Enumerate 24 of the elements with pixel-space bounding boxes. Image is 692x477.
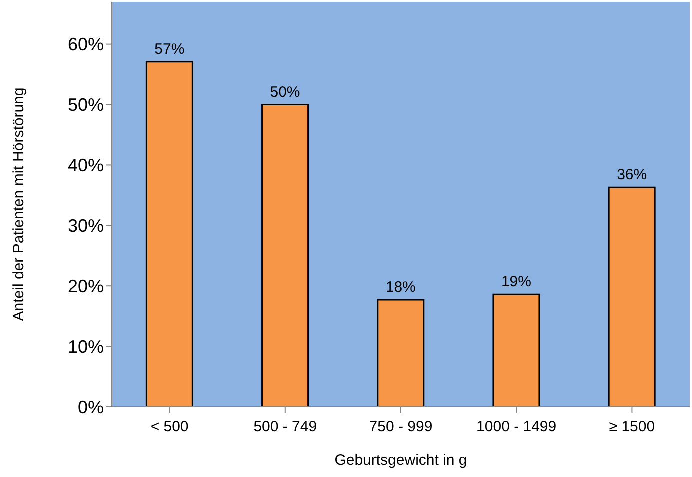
y-tick-label: 20% — [68, 276, 104, 296]
bar — [608, 186, 656, 407]
y-tick-label: 30% — [68, 216, 104, 236]
x-tick-label: 1000 - 1499 — [476, 418, 557, 436]
y-tick-label: 0% — [78, 397, 104, 418]
data-label: 19% — [501, 274, 532, 291]
x-tick-label: 750 - 999 — [369, 418, 433, 436]
x-tick-label: < 500 — [150, 418, 189, 436]
y-tick-label: 10% — [68, 336, 104, 357]
data-label: 18% — [386, 279, 416, 296]
y-tick-label: 40% — [68, 156, 104, 176]
y-axis-title: Anteil der Patienten mit Hörstörung — [10, 88, 28, 322]
y-tick-label: 60% — [68, 34, 104, 55]
bar — [377, 299, 425, 407]
data-label: 36% — [617, 166, 648, 184]
x-tick-label: 500 - 749 — [254, 418, 318, 436]
x-axis-title: Geburtsgewicht in g — [334, 452, 468, 469]
x-tick-label: ≥ 1500 — [609, 418, 656, 436]
y-tick-label: 50% — [68, 95, 104, 116]
bar — [146, 61, 194, 407]
data-label: 50% — [270, 84, 300, 101]
bar — [492, 294, 540, 407]
bar — [262, 104, 310, 407]
data-label: 57% — [154, 40, 185, 58]
